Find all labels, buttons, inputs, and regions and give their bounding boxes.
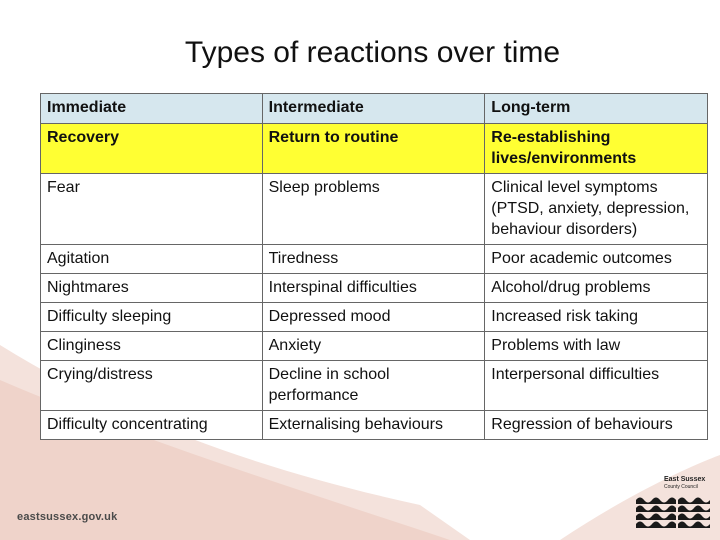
footer-url: eastsussex.gov.uk — [17, 511, 118, 523]
table-row-highlight: Recovery Return to routine Re-establishi… — [40, 123, 708, 174]
table-header-cell: Long-term — [484, 93, 708, 124]
table-cell: Anxiety — [261, 331, 486, 361]
table-row: Clinginess Anxiety Problems with law — [40, 331, 708, 361]
table-cell: Externalising behaviours — [261, 410, 486, 440]
table-cell: Regression of behaviours — [484, 410, 708, 440]
logo-text: East Sussex County Council — [664, 476, 710, 490]
table-cell: Tiredness — [261, 244, 486, 274]
table-cell: Interspinal difficulties — [261, 273, 486, 303]
table-cell: Clinical level symptoms (PTSD, anxiety, … — [484, 173, 708, 245]
table-cell: Problems with law — [484, 331, 708, 361]
table-row: Crying/distress Decline in school perfor… — [40, 360, 708, 411]
table-header-cell: Intermediate — [261, 93, 486, 124]
table-cell: Difficulty concentrating — [40, 410, 263, 440]
table-cell: Increased risk taking — [484, 302, 708, 332]
slide-title: Types of reactions over time — [184, 36, 561, 69]
table-cell: Nightmares — [40, 273, 263, 303]
table-header-row: Immediate Intermediate Long-term — [40, 93, 708, 124]
wave-logo-icon — [636, 497, 710, 528]
table-row: Difficulty concentrating Externalising b… — [40, 410, 708, 440]
table-cell: Decline in school performance — [261, 360, 486, 411]
table-cell: Alcohol/drug problems — [484, 273, 708, 303]
table-cell: Return to routine — [261, 123, 486, 174]
table-row: Fear Sleep problems Clinical level sympt… — [40, 173, 708, 245]
table-cell: Fear — [40, 173, 263, 245]
logo-line2: County Council — [664, 484, 698, 490]
table-row: Nightmares Interspinal difficulties Alco… — [40, 273, 708, 303]
table-cell: Crying/distress — [40, 360, 263, 411]
table-cell: Interpersonal difficulties — [484, 360, 708, 411]
table-cell: Sleep problems — [261, 173, 486, 245]
reactions-table: Immediate Intermediate Long-term Recover… — [40, 93, 708, 440]
table-cell: Recovery — [40, 123, 263, 174]
table-header-cell: Immediate — [40, 93, 263, 124]
table-cell: Clinginess — [40, 331, 263, 361]
table-row: Agitation Tiredness Poor academic outcom… — [40, 244, 708, 274]
table-cell: Re-establishing lives/environments — [484, 123, 708, 174]
table-cell: Difficulty sleeping — [40, 302, 263, 332]
table-cell: Agitation — [40, 244, 263, 274]
table-cell: Poor academic outcomes — [484, 244, 708, 274]
table-cell: Depressed mood — [261, 302, 486, 332]
table-row: Difficulty sleeping Depressed mood Incre… — [40, 302, 708, 332]
logo-line1: East Sussex — [664, 476, 706, 483]
